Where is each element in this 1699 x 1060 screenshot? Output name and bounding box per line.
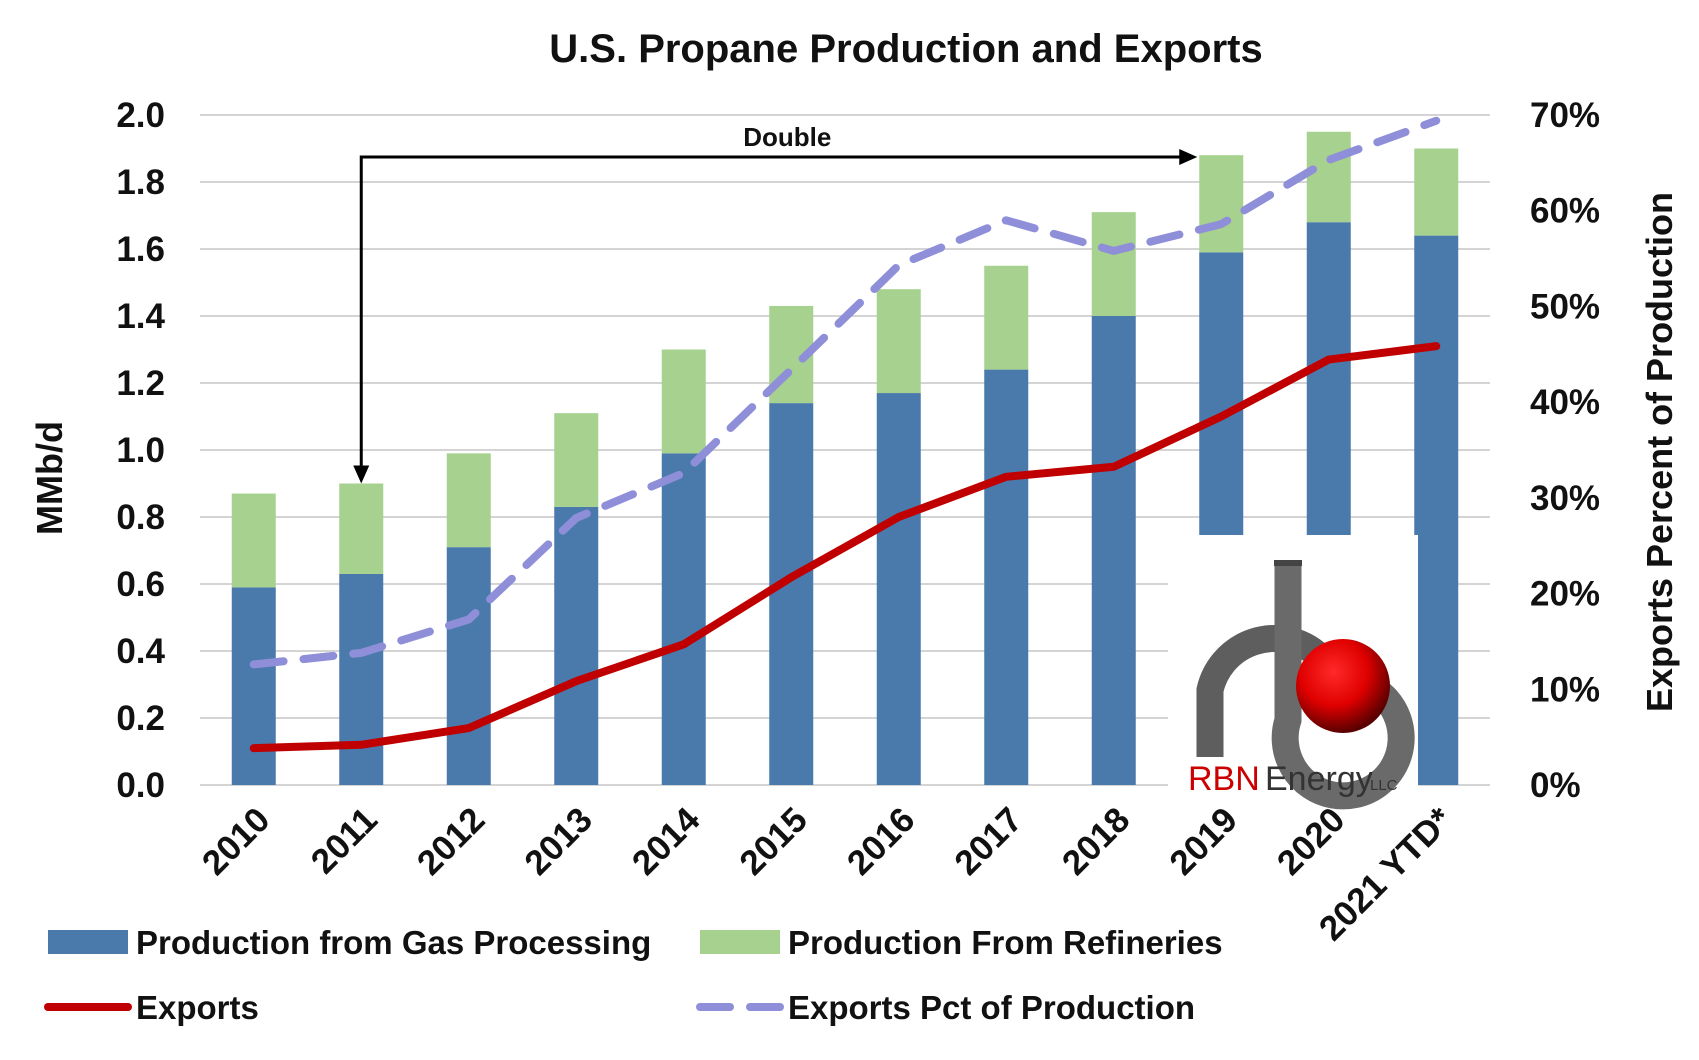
bar-gas-processing [876, 393, 921, 785]
y-axis-title: MMb/d [29, 421, 70, 535]
legend-label: Exports Pct of Production [788, 989, 1195, 1026]
legend-swatch [48, 930, 128, 954]
arrowhead-right [1179, 149, 1198, 165]
y-tick-label: 1.8 [116, 163, 165, 202]
y2-tick-label: 60% [1530, 192, 1600, 231]
bar-refineries [554, 413, 599, 507]
double-annotation: Double [353, 122, 1198, 484]
y2-tick-label: 20% [1530, 575, 1600, 614]
exports-line [249, 342, 1441, 753]
bar-gas-processing [1414, 235, 1459, 786]
x-tick-label: 2019 [1162, 800, 1245, 883]
double-label: Double [743, 122, 831, 152]
bar-refineries [231, 493, 276, 588]
logo-suffix: LLC [1370, 777, 1398, 794]
bar-refineries [446, 453, 491, 548]
bar-refineries [876, 289, 921, 394]
y2-tick-label: 40% [1530, 383, 1600, 422]
bar-refineries [984, 265, 1029, 370]
bar-refineries [1091, 212, 1136, 316]
bars [231, 131, 1459, 786]
bar-gas-processing [1091, 316, 1136, 785]
gridlines [200, 114, 1490, 786]
x-tick-label: 2016 [840, 800, 923, 883]
bar-gas-processing [769, 403, 814, 785]
double-arrow-line [359, 155, 1182, 466]
y2-axis-title: Exports Percent of Production [1639, 192, 1680, 712]
x-tick-label: 2010 [195, 800, 278, 883]
legend-label: Exports [136, 989, 259, 1026]
exports-pct-line [249, 116, 1441, 669]
bar-gas-processing [661, 453, 706, 785]
chart-title: U.S. Propane Production and Exports [549, 27, 1262, 71]
y-tick-label: 1.2 [116, 364, 165, 403]
x-tick-label: 2017 [947, 800, 1030, 883]
bar-refineries [1414, 148, 1459, 236]
y-tick-label: 0.4 [116, 632, 165, 671]
y2-tick-label: 30% [1530, 479, 1600, 518]
y-tick-label: 1.6 [116, 230, 165, 269]
bar-gas-processing [339, 573, 384, 785]
right-axis-ticks: 0% 10% 20% 30% 40% 50% 60% 70% [1530, 96, 1600, 805]
lines [249, 116, 1441, 753]
bar-refineries [1199, 155, 1244, 253]
bar-refineries [661, 349, 706, 454]
y2-tick-label: 50% [1530, 287, 1600, 326]
logo-letters: RBN [1188, 760, 1260, 798]
y-tick-label: 0.2 [116, 699, 165, 738]
y2-tick-label: 70% [1530, 96, 1600, 135]
x-tick-label: 2020 [1270, 800, 1353, 883]
bar-gas-processing [446, 547, 491, 785]
y-tick-label: 2.0 [116, 96, 165, 135]
rbn-logo: RBN Energy LLC [1168, 535, 1418, 810]
bar-gas-processing [554, 506, 599, 785]
logo-energy: Energy [1265, 760, 1373, 798]
legend-swatch [700, 930, 780, 954]
x-tick-label: 2015 [732, 800, 815, 883]
y-tick-label: 1.4 [116, 297, 165, 336]
y-tick-label: 0.0 [116, 766, 165, 805]
legend: Production from Gas Processing Production… [44, 924, 1223, 1026]
bar-gas-processing [231, 587, 276, 785]
arrowhead-down [353, 465, 370, 484]
logo-b-stem-top [1274, 560, 1302, 566]
bar-refineries [1306, 131, 1351, 223]
y-tick-label: 1.0 [116, 431, 165, 470]
y-tick-label: 0.6 [116, 565, 165, 604]
legend-label: Production From Refineries [788, 924, 1223, 961]
logo-ball [1296, 639, 1390, 733]
y2-tick-label: 10% [1530, 670, 1600, 709]
logo-r-pipe [1196, 625, 1327, 757]
bar-refineries [339, 483, 384, 574]
x-tick-label: 2011 [304, 800, 385, 881]
left-axis-ticks: 0.0 0.2 0.4 0.6 0.8 1.0 1.2 1.4 1.6 1.8 2.0 [116, 96, 165, 805]
bar-gas-processing [984, 369, 1029, 785]
x-tick-label: 2018 [1055, 800, 1138, 883]
x-tick-label: 2013 [517, 800, 600, 883]
legend-label: Production from Gas Processing [136, 924, 651, 961]
y-tick-label: 0.8 [116, 498, 165, 537]
y2-tick-label: 0% [1530, 766, 1581, 805]
x-tick-label: 2012 [410, 800, 493, 883]
x-tick-label: 2014 [625, 800, 708, 883]
